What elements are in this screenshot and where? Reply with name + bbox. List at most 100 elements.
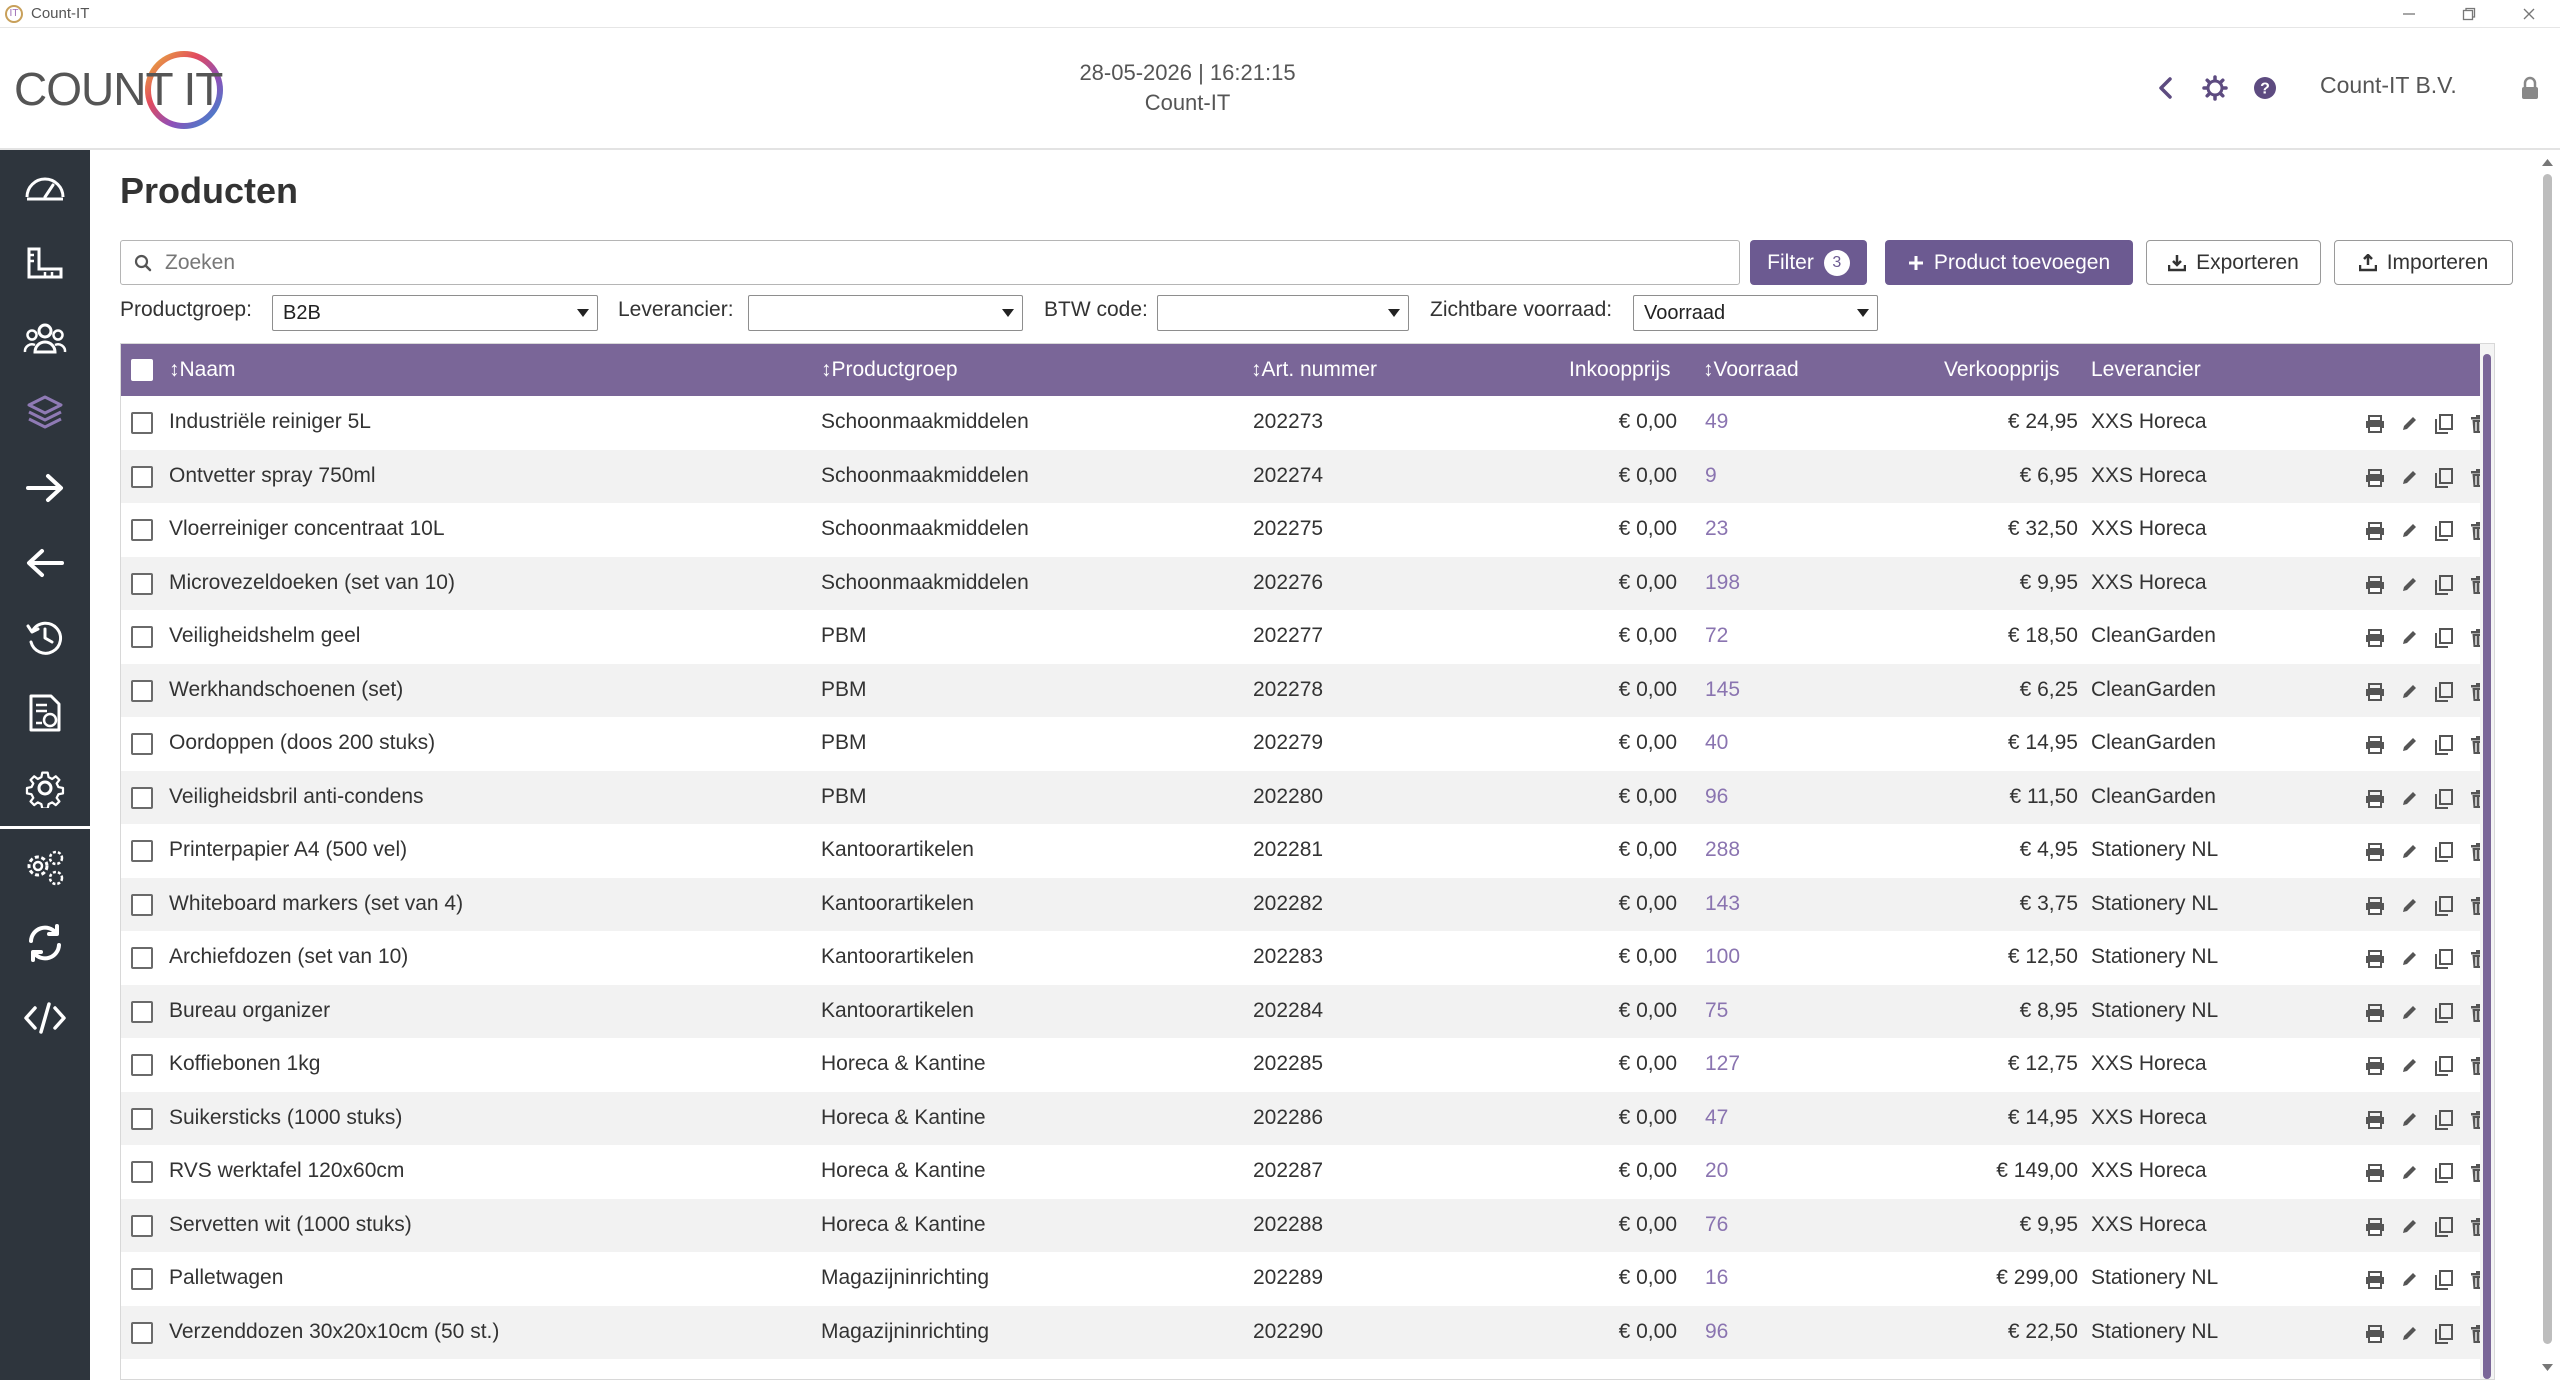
edit-button[interactable] (2398, 948, 2420, 970)
column-header-inkoopprijs[interactable]: Inkoopprijs (1569, 358, 1671, 381)
leverancier-select[interactable] (748, 295, 1023, 331)
print-button[interactable] (2364, 1162, 2386, 1184)
edit-button[interactable] (2398, 895, 2420, 917)
sidebar-item-reports[interactable] (0, 675, 90, 750)
table-row[interactable]: Vloerreiniger concentraat 10L Schoonmaakm… (121, 503, 2494, 557)
row-checkbox[interactable] (131, 626, 153, 648)
row-checkbox[interactable] (131, 1214, 153, 1237)
print-button[interactable] (2364, 1269, 2386, 1291)
minimize-button[interactable] (2380, 0, 2438, 28)
edit-button[interactable] (2398, 413, 2420, 435)
export-button[interactable]: Exporteren (2146, 240, 2321, 285)
print-button[interactable] (2364, 1055, 2386, 1077)
table-row[interactable]: Bureau organizer Kantoorartikelen 202284 € … (121, 984, 2494, 1038)
print-button[interactable] (2364, 1109, 2386, 1131)
sidebar-item-dashboard[interactable] (0, 150, 90, 225)
filter-button[interactable]: Filter 3 (1750, 240, 1867, 285)
sidebar-item-outgoing[interactable] (0, 525, 90, 600)
table-scrollbar[interactable] (2480, 344, 2494, 1379)
table-row[interactable]: Veiligheidsbril anti-condens PBM 202280 € 0… (121, 770, 2494, 824)
table-row[interactable]: Palletwagen Magazijninrichting 202289 € 0,0… (121, 1252, 2494, 1306)
column-header-naam[interactable]: ↕Naam (169, 358, 236, 381)
print-button[interactable] (2364, 948, 2386, 970)
edit-button[interactable] (2398, 734, 2420, 756)
page-scrollbar-thumb[interactable] (2543, 174, 2552, 1344)
row-checkbox[interactable] (131, 893, 153, 916)
row-checkbox[interactable] (131, 412, 153, 434)
table-row[interactable]: Werkhandschoenen (set) PBM 202278 € 0,00 145… (121, 663, 2494, 717)
column-header-productgroep[interactable]: ↕Productgroep (821, 358, 958, 381)
page-scrollbar[interactable] (2535, 150, 2560, 1380)
table-row[interactable]: Servetten wit (1000 stuks) Horeca & Kanti… (121, 1198, 2494, 1252)
copy-button[interactable] (2433, 627, 2455, 649)
table-row[interactable]: Verzenddozen 30x20x10cm (50 st.) Magazijn… (121, 1305, 2494, 1359)
table-row[interactable]: Veiligheidshelm geel PBM 202277 € 0,00 72 € 1… (121, 610, 2494, 664)
sidebar-item-advanced-settings[interactable] (0, 830, 90, 905)
voorraad-select[interactable]: Voorraad (1633, 295, 1878, 331)
table-row[interactable]: Oordoppen (doos 200 stuks) PBM 202279 € 0,0… (121, 717, 2494, 771)
print-button[interactable] (2364, 1002, 2386, 1024)
row-checkbox[interactable] (131, 1054, 153, 1076)
sidebar-item-history[interactable] (0, 600, 90, 675)
edit-button[interactable] (2398, 1055, 2420, 1077)
table-row[interactable]: Koffiebonen 1kg Horeca & Kantine 202285 € 0… (121, 1038, 2494, 1092)
sidebar-item-measure[interactable] (0, 225, 90, 300)
copy-button[interactable] (2433, 1162, 2455, 1184)
print-button[interactable] (2364, 1323, 2386, 1345)
edit-button[interactable] (2398, 1216, 2420, 1238)
copy-button[interactable] (2433, 1055, 2455, 1077)
table-row[interactable]: Suikersticks (1000 stuks) Horeca & Kantin… (121, 1091, 2494, 1145)
row-checkbox[interactable] (131, 1000, 153, 1023)
table-row[interactable]: Archiefdozen (set van 10) Kantoorartikele… (121, 931, 2494, 985)
productgroep-select[interactable]: B2B (272, 295, 598, 331)
table-row[interactable]: RVS werktafel 120x60cm Horeca & Kantine 20… (121, 1145, 2494, 1199)
copy-button[interactable] (2433, 413, 2455, 435)
print-button[interactable] (2364, 1216, 2386, 1238)
edit-button[interactable] (2398, 681, 2420, 703)
print-button[interactable] (2364, 520, 2386, 542)
edit-button[interactable] (2398, 1109, 2420, 1131)
edit-button[interactable] (2398, 467, 2420, 489)
table-scrollbar-thumb[interactable] (2483, 354, 2491, 1379)
copy-button[interactable] (2433, 1002, 2455, 1024)
select-all-checkbox[interactable] (131, 359, 153, 381)
close-button[interactable] (2500, 0, 2558, 28)
edit-button[interactable] (2398, 1269, 2420, 1291)
edit-button[interactable] (2398, 788, 2420, 810)
edit-button[interactable] (2398, 574, 2420, 596)
search-input[interactable] (165, 250, 1715, 275)
copy-button[interactable] (2433, 841, 2455, 863)
btw-select[interactable] (1157, 295, 1409, 331)
print-button[interactable] (2364, 788, 2386, 810)
table-row[interactable]: Printerpapier A4 (500 vel) Kantoorartikel… (121, 824, 2494, 878)
copy-button[interactable] (2433, 574, 2455, 596)
row-checkbox[interactable] (131, 786, 153, 809)
row-checkbox[interactable] (131, 519, 153, 541)
row-checkbox[interactable] (131, 733, 153, 755)
copy-button[interactable] (2433, 788, 2455, 810)
print-button[interactable] (2364, 413, 2386, 435)
sidebar-item-products[interactable] (0, 375, 90, 450)
print-button[interactable] (2364, 734, 2386, 756)
row-checkbox[interactable] (131, 1268, 153, 1290)
sidebar-item-sync[interactable] (0, 905, 90, 980)
print-button[interactable] (2364, 681, 2386, 703)
scroll-down-icon[interactable] (2535, 1358, 2560, 1378)
table-row[interactable]: Industriële reiniger 5L Schoonmaakmiddele… (121, 396, 2494, 450)
edit-button[interactable] (2398, 627, 2420, 649)
sidebar-item-settings[interactable] (0, 750, 90, 825)
column-header-voorraad[interactable]: ↕Voorraad (1703, 358, 1799, 381)
row-checkbox[interactable] (131, 572, 153, 595)
import-button[interactable]: Importeren (2334, 240, 2513, 285)
copy-button[interactable] (2433, 1109, 2455, 1131)
copy-button[interactable] (2433, 948, 2455, 970)
column-header-verkoopprijs[interactable]: Verkoopprijs (1944, 358, 2060, 381)
row-checkbox[interactable] (131, 1161, 153, 1183)
edit-button[interactable] (2398, 841, 2420, 863)
table-row[interactable]: Ontvetter spray 750ml Schoonmaakmiddelen 2… (121, 449, 2494, 503)
theme-settings-button[interactable] (2195, 68, 2235, 108)
sidebar-item-customers[interactable] (0, 300, 90, 375)
copy-button[interactable] (2433, 520, 2455, 542)
scroll-up-icon[interactable] (2535, 152, 2560, 172)
column-header-leverancier[interactable]: Leverancier (2091, 358, 2201, 381)
